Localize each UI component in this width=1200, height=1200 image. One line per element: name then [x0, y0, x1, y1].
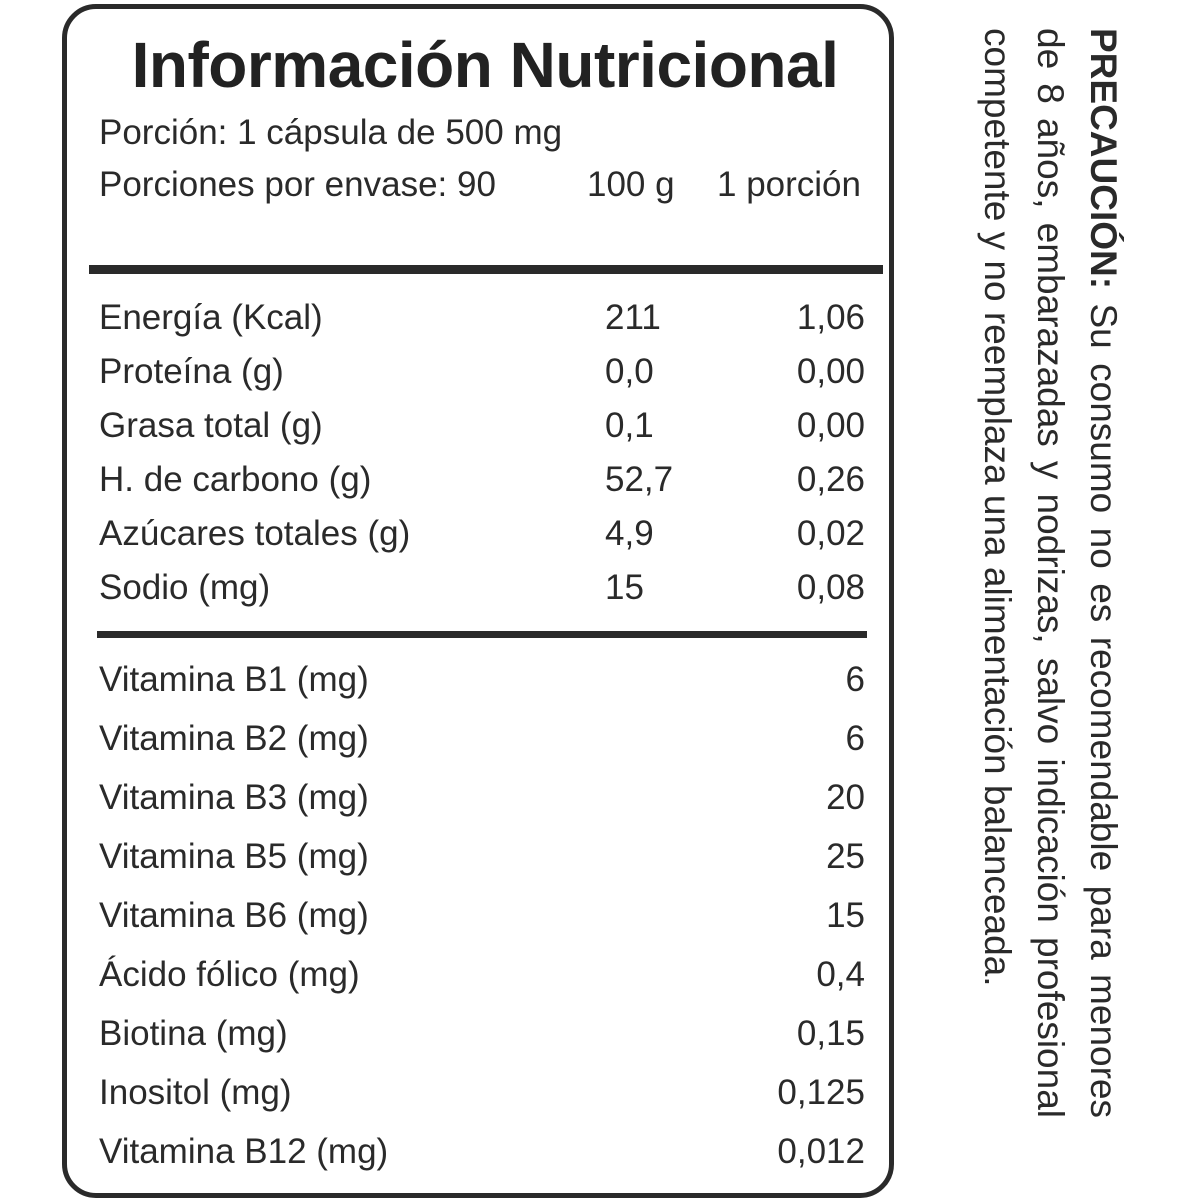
table-row: Biotina (mg) 0,15 — [67, 1007, 887, 1061]
value-per-100g: 0,0 — [605, 352, 654, 391]
value-per-portion: 25 — [826, 837, 865, 876]
table-row: Vitamina B5 (mg) 25 — [67, 830, 887, 884]
nutrition-facts-panel: Información Nutricional Porción: 1 cápsu… — [62, 4, 894, 1198]
column-header-portion: 1 porción — [717, 165, 861, 204]
caution-notice: PRECAUCIÓN: Su consumo no es recomendabl… — [940, 28, 1130, 1118]
value-per-100g: 15 — [605, 568, 644, 607]
value-per-portion: 0,02 — [796, 514, 865, 553]
nutrient-label: Energía (Kcal) — [99, 298, 323, 337]
value-per-portion: 15 — [826, 896, 865, 935]
value-per-portion: 6 — [845, 660, 865, 699]
column-header-100g: 100 g — [587, 165, 675, 204]
serving-size: Porción: 1 cápsula de 500 mg — [99, 113, 563, 152]
nutrient-label: Biotina (mg) — [99, 1014, 288, 1053]
caution-heading: PRECAUCIÓN: — [1083, 28, 1124, 290]
table-row: Grasa total (g) 0,1 0,00 — [67, 399, 887, 453]
value-per-portion: 6 — [845, 719, 865, 758]
table-row: Vitamina B12 (mg) 0,012 — [67, 1125, 887, 1179]
value-per-portion: 0,15 — [796, 1014, 865, 1053]
nutrient-label: Vitamina B6 (mg) — [99, 896, 369, 935]
nutrient-label: H. de carbono (g) — [99, 460, 372, 499]
nutrient-label: Ácido fólico (mg) — [99, 955, 360, 994]
table-row: Vitamina B1 (mg) 6 — [67, 653, 887, 707]
value-per-portion: 0,08 — [796, 568, 865, 607]
servings-per-container: Porciones por envase: 90 — [99, 165, 496, 204]
nutrient-label: Vitamina B3 (mg) — [99, 778, 369, 817]
value-per-portion: 0,4 — [816, 955, 865, 994]
nutrient-label: Inositol (mg) — [99, 1073, 292, 1112]
value-per-portion: 0,26 — [796, 460, 865, 499]
table-row: Vitamina B3 (mg) 20 — [67, 771, 887, 825]
table-row: H. de carbono (g) 52,7 0,26 — [67, 453, 887, 507]
nutrient-label: Vitamina B5 (mg) — [99, 837, 369, 876]
nutrient-label: Vitamina B2 (mg) — [99, 719, 369, 758]
table-row: Ácido fólico (mg) 0,4 — [67, 948, 887, 1002]
table-row: Proteína (g) 0,0 0,00 — [67, 345, 887, 399]
value-per-portion: 0,00 — [796, 406, 865, 445]
table-row: Vitamina B6 (mg) 15 — [67, 889, 887, 943]
value-per-100g: 211 — [605, 298, 661, 337]
value-per-100g: 4,9 — [605, 514, 654, 553]
nutrient-label: Vitamina B1 (mg) — [99, 660, 369, 699]
table-row: Vitamina B2 (mg) 6 — [67, 712, 887, 766]
nutrient-label: Vitamina B12 (mg) — [99, 1132, 389, 1171]
value-per-portion: 0,00 — [796, 352, 865, 391]
value-per-portion: 20 — [826, 778, 865, 817]
value-per-portion: 1,06 — [796, 298, 865, 337]
value-per-100g: 0,1 — [605, 406, 654, 445]
table-row: Sodio (mg) 15 0,08 — [67, 561, 887, 615]
nutrient-label: Azúcares totales (g) — [99, 514, 411, 553]
value-per-100g: 52,7 — [605, 460, 674, 499]
value-per-portion: 0,012 — [777, 1132, 865, 1171]
header-divider — [89, 265, 883, 274]
nutrition-title: Información Nutricional — [131, 29, 839, 101]
table-row: Azúcares totales (g) 4,9 0,02 — [67, 507, 887, 561]
section-divider — [97, 631, 867, 638]
table-row: Inositol (mg) 0,125 — [67, 1066, 887, 1120]
table-row: Energía (Kcal) 211 1,06 — [67, 291, 887, 345]
nutrient-label: Sodio (mg) — [99, 568, 271, 607]
nutrient-label: Grasa total (g) — [99, 406, 323, 445]
nutrient-label: Proteína (g) — [99, 352, 284, 391]
value-per-portion: 0,125 — [777, 1073, 865, 1112]
